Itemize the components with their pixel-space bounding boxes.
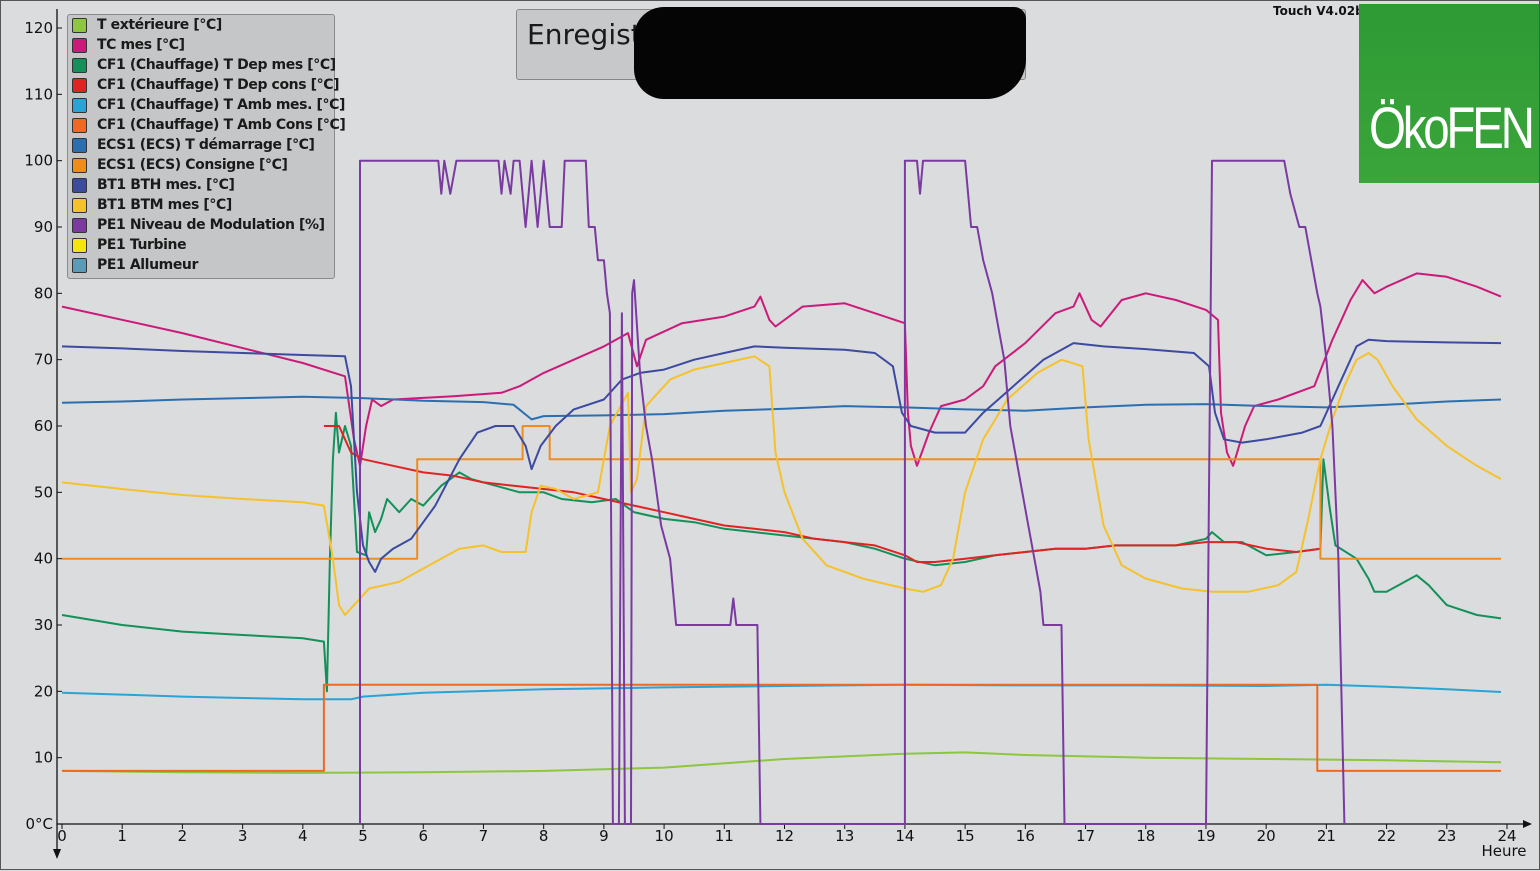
- y-axis-arrow: [53, 849, 61, 859]
- x-tick-label: 21: [1317, 827, 1336, 845]
- legend-item: PE1 Turbine: [72, 236, 187, 254]
- series-line-8: [61, 338, 1502, 573]
- x-tick-label: 22: [1377, 827, 1396, 845]
- x-tick-label: 10: [655, 827, 674, 845]
- series-line-6: [61, 395, 1502, 421]
- legend-item: PE1 Allumeur: [72, 256, 198, 274]
- series-line-9: [61, 352, 1502, 616]
- legend-item: PE1 Niveau de Modulation [%]: [72, 216, 325, 234]
- legend-label: PE1 Niveau de Modulation [%]: [97, 217, 325, 233]
- logo-text: ÖkoFEN: [1369, 96, 1535, 161]
- okofen-logo: ÖkoFEN: [1359, 4, 1539, 183]
- x-tick-label: 1: [117, 827, 127, 845]
- y-tick-label: 70: [34, 351, 53, 369]
- series-line-0: [61, 751, 1502, 774]
- legend-swatch: [72, 197, 87, 213]
- x-tick-label: 24: [1497, 827, 1516, 845]
- legend-swatch: [72, 37, 87, 53]
- x-tick-label: 6: [418, 827, 428, 845]
- x-tick-label: 13: [835, 827, 854, 845]
- x-tick-label: 20: [1257, 827, 1276, 845]
- series-line-1: [61, 272, 1502, 467]
- chart-title: Enregistr: [527, 18, 654, 51]
- legend-label: T extérieure [°C]: [97, 17, 222, 33]
- x-tick-label: 11: [715, 827, 734, 845]
- legend-label: PE1 Turbine: [97, 237, 187, 253]
- legend-label: BT1 BTH mes. [°C]: [97, 177, 235, 193]
- y-tick-label: 80: [34, 284, 53, 302]
- legend-swatch: [72, 57, 87, 73]
- legend-item: BT1 BTH mes. [°C]: [72, 176, 235, 194]
- series-line-4: [61, 683, 1502, 701]
- legend-item: ECS1 (ECS) Consigne [°C]: [72, 156, 288, 174]
- x-tick-label: 23: [1437, 827, 1456, 845]
- y-tick-label: 20: [34, 682, 53, 700]
- legend-swatch: [72, 177, 87, 193]
- legend-label: PE1 Allumeur: [97, 257, 198, 273]
- x-tick-label: 12: [775, 827, 794, 845]
- series-line-7: [62, 425, 1501, 560]
- x-tick-label: 17: [1076, 827, 1095, 845]
- y-tick-label: 30: [34, 616, 53, 634]
- x-tick-label: 15: [956, 827, 975, 845]
- x-axis-title: Heure: [1481, 842, 1526, 860]
- legend-item: CF1 (Chauffage) T Dep mes [°C]: [72, 56, 336, 74]
- x-tick-label: 18: [1136, 827, 1155, 845]
- legend-swatch: [72, 17, 87, 33]
- y-tick-label: 60: [34, 417, 53, 435]
- legend-swatch: [72, 157, 87, 173]
- series-line-3: [323, 425, 1321, 563]
- legend-swatch: [72, 237, 87, 253]
- x-tick-label: 8: [539, 827, 549, 845]
- y-tick-label: 0°C: [25, 815, 53, 833]
- series-line-10: [359, 159, 1346, 825]
- legend-item: TC mes [°C]: [72, 36, 185, 54]
- legend-item: CF1 (Chauffage) T Amb Cons [°C]: [72, 116, 346, 134]
- legend-item: CF1 (Chauffage) T Amb mes. [°C]: [72, 96, 345, 114]
- y-tick-label: 40: [34, 550, 53, 568]
- x-tick-label: 2: [178, 827, 188, 845]
- x-axis-arrow: [1523, 820, 1532, 828]
- chart-legend: T extérieure [°C] TC mes [°C] CF1 (Chauffa…: [67, 14, 346, 279]
- x-tick-label: 4: [298, 827, 308, 845]
- version-label: Touch V4.02b: [1273, 4, 1364, 18]
- legend-label: CF1 (Chauffage) T Amb Cons [°C]: [97, 117, 346, 133]
- legend-label: TC mes [°C]: [97, 37, 185, 53]
- y-tick-label: 90: [34, 218, 53, 236]
- x-tick-label: 9: [599, 827, 609, 845]
- legend-label: ECS1 (ECS) T démarrage [°C]: [97, 137, 315, 153]
- x-tick-label: 16: [1016, 827, 1035, 845]
- legend-item: CF1 (Chauffage) T Dep cons [°C]: [72, 76, 340, 94]
- legend-swatch: [72, 257, 87, 273]
- legend-item: ECS1 (ECS) T démarrage [°C]: [72, 136, 315, 154]
- y-tick-label: 120: [24, 19, 53, 37]
- legend-label: CF1 (Chauffage) T Dep mes [°C]: [97, 57, 336, 73]
- y-tick-label: 100: [24, 152, 53, 170]
- redaction-blackout: [634, 7, 1026, 99]
- x-tick-label: 5: [358, 827, 368, 845]
- series-line-5: [62, 683, 1501, 772]
- legend-swatch: [72, 217, 87, 233]
- legend-item: BT1 BTM mes [°C]: [72, 196, 232, 214]
- y-tick-label: 10: [34, 749, 53, 767]
- series-line-2: [61, 411, 1502, 693]
- y-tick-label: 50: [34, 483, 53, 501]
- legend-label: ECS1 (ECS) Consigne [°C]: [97, 157, 288, 173]
- legend-swatch: [72, 97, 87, 113]
- x-tick-label: 19: [1196, 827, 1215, 845]
- legend-swatch: [72, 77, 87, 93]
- x-tick-label: 7: [479, 827, 489, 845]
- x-tick-label: 14: [895, 827, 914, 845]
- legend-item: T extérieure [°C]: [72, 16, 222, 34]
- x-tick-label: 0: [57, 827, 67, 845]
- x-tick-label: 3: [238, 827, 248, 845]
- legend-label: CF1 (Chauffage) T Dep cons [°C]: [97, 77, 340, 93]
- legend-label: BT1 BTM mes [°C]: [97, 197, 232, 213]
- legend-swatch: [72, 137, 87, 153]
- legend-label: CF1 (Chauffage) T Amb mes. [°C]: [97, 97, 345, 113]
- y-tick-label: 110: [24, 85, 53, 103]
- legend-swatch: [72, 117, 87, 133]
